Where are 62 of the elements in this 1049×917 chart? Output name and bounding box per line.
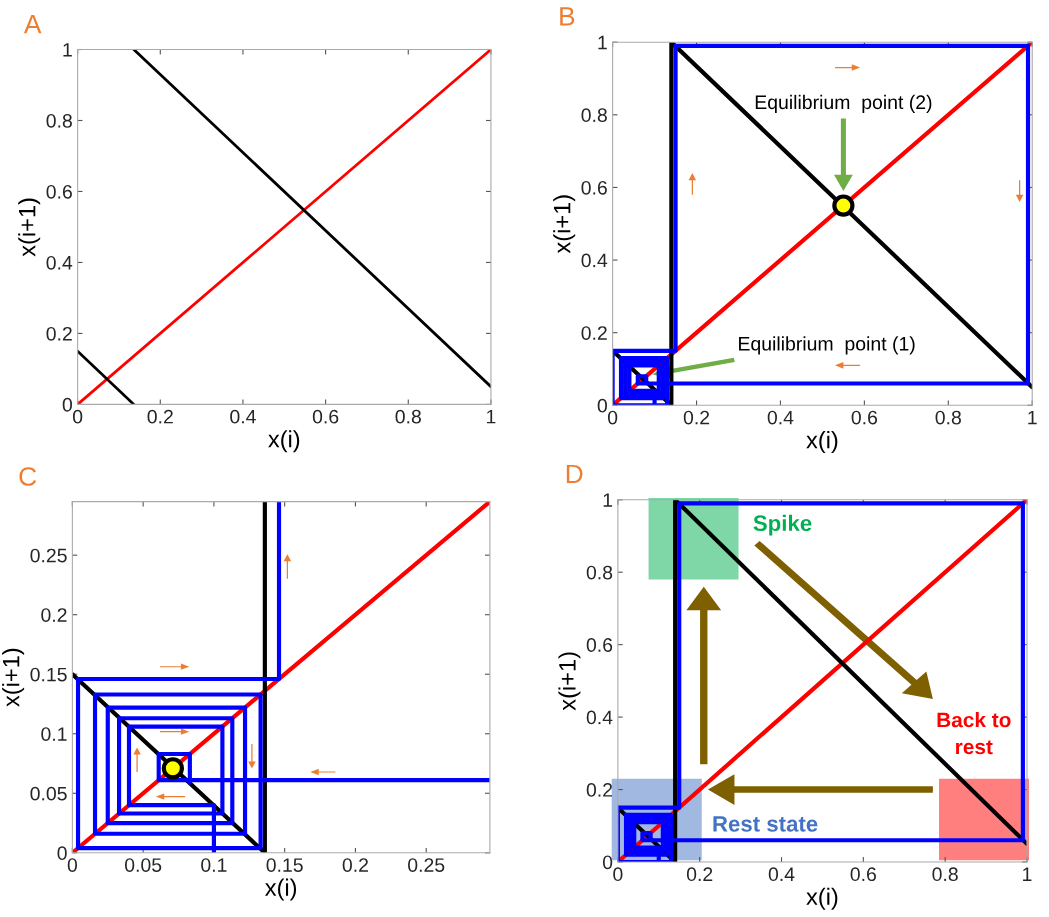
annotation: Rest state (713, 816, 818, 832)
y-tick-label: 0.25 (30, 548, 67, 563)
annotation: Equilibrium point (1) (739, 336, 915, 355)
chart-title: C (19, 467, 37, 486)
x-tick-label: 1 (1028, 410, 1037, 425)
chart-title: B (560, 7, 575, 26)
x-tick-label: 0.4 (768, 867, 795, 882)
y-tick-label: 0 (597, 398, 607, 413)
x-tick-label: 0.8 (395, 409, 421, 424)
y-axis-title: x(i+1) (558, 652, 581, 711)
x-tick-label: 0 (72, 409, 83, 424)
y-tick-label: 0 (62, 397, 73, 412)
y-tick-label: 1 (603, 493, 613, 507)
x-tick-label: 0.2 (147, 409, 173, 424)
x-tick-label: 0.15 (266, 858, 303, 872)
x-axis-title: x(i) (806, 887, 838, 910)
y-tick-label: 0.1 (41, 727, 67, 741)
y-axis-title: x(i+1) (18, 198, 41, 257)
x-tick-label: 0.2 (683, 410, 710, 425)
y-tick-label: 0.2 (46, 326, 72, 341)
y-tick-label: 0.8 (46, 113, 72, 128)
chart-title: A (23, 15, 42, 34)
y-tick-label: 1 (598, 35, 607, 50)
x-tick-label: 1 (1023, 867, 1032, 881)
x-axis-title: x(i) (265, 878, 297, 901)
y-tick-label: 0.4 (46, 255, 73, 270)
y-tick-label: 0.8 (581, 108, 607, 123)
y-tick-label: 0.2 (581, 326, 607, 340)
y-tick-label: 1 (63, 43, 72, 57)
x-tick-label: 0.25 (408, 858, 445, 872)
y-tick-label: 0.4 (581, 253, 608, 268)
x-tick-label: 0.6 (850, 867, 876, 882)
annotation: Back to rest (937, 712, 1011, 755)
x-tick-label: 0.2 (686, 867, 713, 882)
x-axis-title: x(i) (268, 430, 300, 453)
x-tick-label: 0.8 (935, 410, 961, 425)
x-tick-label: 0.4 (767, 410, 794, 425)
x-tick-label: 1 (487, 409, 496, 424)
y-tick-label: 0.6 (46, 184, 72, 199)
y-axis-title: x(i+1) (553, 195, 576, 254)
chart-title: D (566, 464, 583, 484)
y-tick-label: 0.05 (30, 786, 67, 801)
x-tick-label: 0.8 (932, 867, 958, 882)
x-tick-label: 0.6 (851, 410, 878, 425)
y-tick-label: 0.2 (586, 783, 613, 797)
y-tick-label: 0.15 (30, 667, 67, 682)
y-tick-label: 0.4 (586, 710, 613, 725)
y-tick-label: 0.8 (586, 565, 613, 580)
annotation: Equilibrium point (2) (755, 94, 932, 113)
y-tick-label: 0 (57, 846, 67, 861)
x-tick-label: 0.6 (312, 409, 339, 424)
x-tick-label: 0.1 (201, 858, 227, 872)
x-tick-label: 0.05 (124, 858, 162, 872)
x-axis-title: x(i) (806, 431, 838, 454)
x-tick-label: 0.2 (342, 858, 368, 872)
y-tick-label: 0.6 (586, 638, 613, 652)
y-tick-label: 0.6 (581, 180, 607, 195)
x-tick-label: 0 (613, 867, 623, 882)
y-tick-label: 0.2 (41, 608, 67, 622)
x-tick-label: 0.4 (230, 409, 256, 424)
annotation: Spike (753, 514, 812, 536)
y-axis-title: x(i+1) (2, 648, 25, 707)
